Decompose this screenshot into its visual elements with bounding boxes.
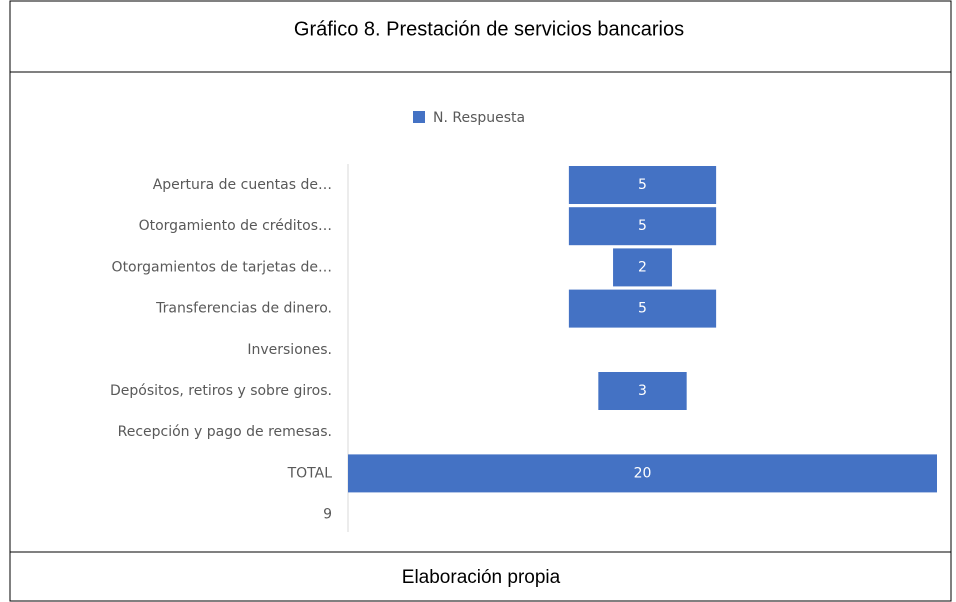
y-tick-label: Depósitos, retiros y sobre giros. — [110, 383, 332, 399]
bar — [568, 166, 717, 204]
bar — [568, 289, 717, 328]
frame — [9, 0, 952, 602]
y-tick-label: Transferencias de dinero. — [155, 301, 332, 317]
bar — [598, 372, 687, 410]
y-tick-label: 9 — [323, 507, 332, 523]
y-tick-label: Otorgamiento de créditos… — [139, 218, 332, 234]
footer: Elaboración propia — [402, 567, 561, 588]
data-label: 3 — [638, 383, 647, 399]
y-tick-label: Inversiones. — [247, 342, 332, 358]
data-label: 5 — [638, 218, 647, 234]
y-tick-label: Recepción y pago de remesas. — [118, 424, 332, 440]
legend-swatch — [413, 111, 425, 123]
data-label: 20 — [634, 465, 652, 481]
y-tick-label: Apertura de cuentas de… — [153, 177, 332, 193]
data-label: 5 — [638, 177, 647, 193]
bar — [568, 207, 717, 246]
bar — [613, 248, 672, 287]
chart-title: Gráfico 8. Prestación de servicios banca… — [294, 18, 684, 40]
data-label: 2 — [638, 259, 647, 275]
bar — [348, 454, 937, 493]
legend-label: N. Respuesta — [433, 110, 525, 126]
y-tick-label: Otorgamientos de tarjetas de… — [112, 259, 332, 275]
y-tick-label: TOTAL — [287, 465, 333, 481]
data-label: 5 — [638, 301, 647, 317]
